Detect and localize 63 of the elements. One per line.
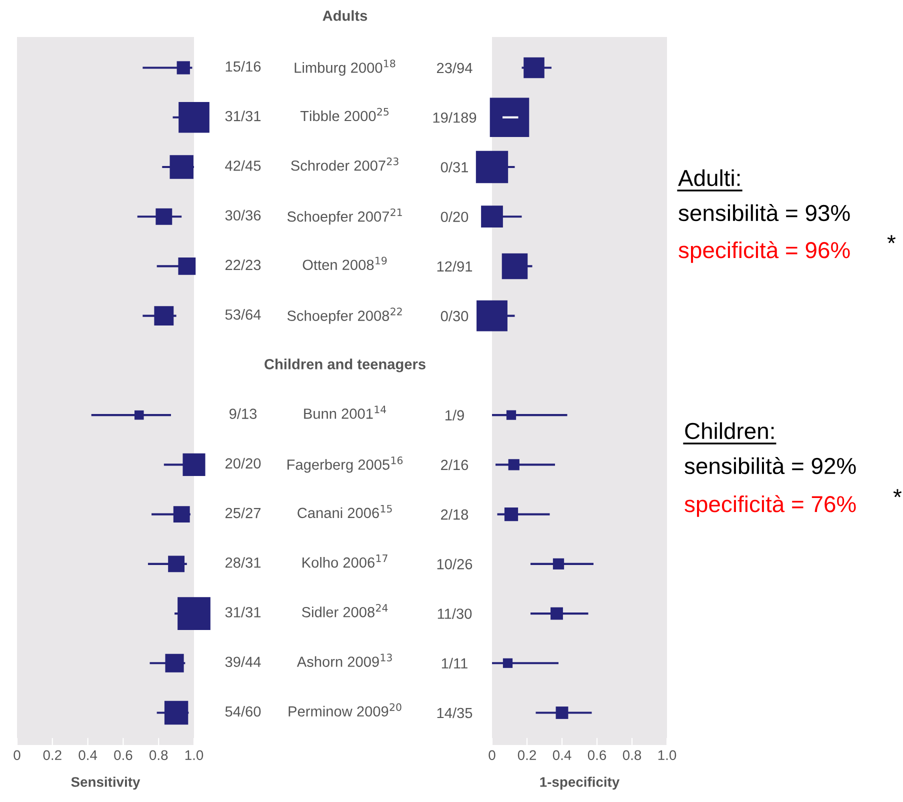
data-label: 42/45 [225, 160, 261, 171]
data-label: 15/16 [226, 60, 261, 72]
y-tick-label: Canani 2006$^{15}$ [298, 504, 392, 518]
y-tick-label: 23/94 [436, 62, 472, 74]
y-tick-label: Perminow 2009$^{20}$ [288, 703, 402, 717]
y-tick-label: 11/30 [438, 608, 472, 619]
x-tick-label: 1.0 [185, 750, 204, 760]
data-label: 28/31 [225, 557, 261, 568]
y-tick-label: Schoepfer 2007$^{21}$ [287, 208, 402, 225]
x-tick-label: 0.8 [149, 750, 168, 760]
y-tick-label: Kolho 2006$^{17}$ [302, 554, 388, 568]
text: sensibilità = 93% [678, 204, 850, 222]
y-tick-label: 19/189 [433, 112, 476, 123]
x-axis-title: 1-specificity [540, 776, 620, 790]
data-label: 39/44 [225, 656, 261, 668]
data-label: 53/64 [225, 309, 261, 320]
y-tick-label: 0/20 [440, 211, 468, 222]
data-label: 30/36 [225, 210, 261, 221]
y-tick-label: Sidler 2008$^{24}$ [302, 604, 388, 618]
x-tick-label: 0.6 [588, 750, 606, 760]
x-tick-label: 0.2 [518, 750, 536, 760]
x-tick-label: 0 [14, 750, 20, 760]
y-tick-label: Schroder 2007$^{23}$ [291, 157, 398, 171]
x-tick-label: 0.6 [114, 750, 132, 760]
x-tick-label: 1.0 [658, 750, 676, 760]
y-tick-label: 0/30 [440, 310, 468, 322]
text: * [887, 235, 896, 244]
text: Children: [685, 422, 774, 440]
y-tick-label: 14/35 [437, 707, 472, 718]
x-tick-label: 0 [488, 750, 496, 760]
text: Adults [322, 10, 368, 21]
y-tick-label: 2/18 [441, 509, 468, 520]
data-label: 31/31 [225, 110, 261, 122]
y-tick-label: Limburg 2000$^{18}$ [294, 60, 396, 76]
data-label: 25/27 [225, 507, 261, 518]
y-tick-label: Otten 2008$^{19}$ [302, 256, 387, 270]
y-tick-label: 1/9 [445, 410, 464, 420]
data-label: 20/20 [225, 458, 261, 469]
y-tick-label: Fagerberg 2005$^{16}$ [288, 456, 403, 473]
y-tick-label: Ashorn 2009$^{13}$ [296, 654, 392, 667]
data-label: 31/31 [225, 606, 261, 618]
text: * [893, 489, 902, 498]
x-tick-label: 0.2 [43, 750, 62, 760]
y-tick-label: Tibble 2000$^{25}$ [300, 108, 389, 122]
y-tick-label: 2/16 [441, 459, 468, 470]
text: specificità = 76% [684, 495, 856, 517]
text: sensibilità = 92% [684, 457, 856, 474]
text: Adulti: [678, 169, 740, 186]
x-tick-label: 0.4 [78, 750, 98, 760]
y-tick-label: Bunn 2001$^{14}$ [304, 406, 386, 419]
x-axis-title: Sensitivity [71, 776, 140, 790]
data-label: 9/13 [229, 408, 257, 419]
data-label: 22/23 [225, 259, 261, 270]
data-label: 54/60 [225, 706, 261, 717]
y-tick-label: 0/31 [440, 162, 468, 172]
y-tick-label: 12/91 [437, 260, 472, 272]
x-tick-label: 0.4 [552, 750, 572, 760]
y-tick-label: 1/11 [442, 658, 468, 669]
x-tick-label: 0.8 [622, 750, 642, 760]
text: specificità = 96% [678, 241, 850, 263]
y-tick-label: 10/26 [437, 558, 472, 570]
y-tick-label: Children and teenagers [264, 358, 426, 372]
y-tick-label: Schoepfer 2008$^{22}$ [287, 308, 402, 324]
